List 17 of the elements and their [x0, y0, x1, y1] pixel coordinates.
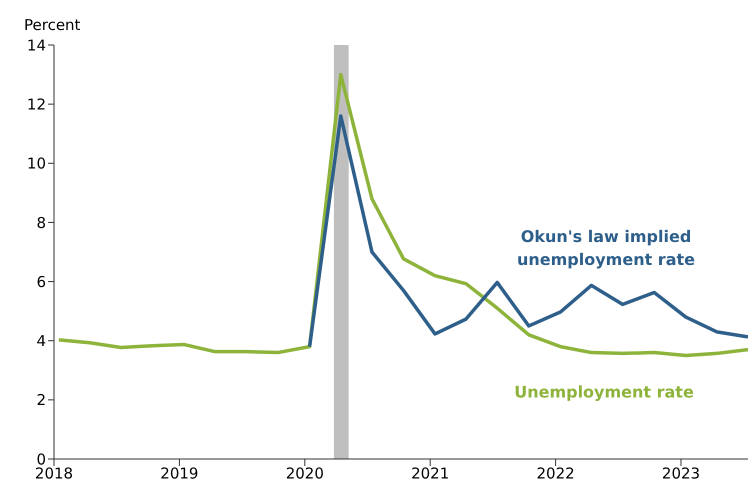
x-tick-label: 2023	[662, 464, 700, 483]
x-tick-label: 2021	[411, 464, 450, 483]
y-tick-label: 10	[26, 154, 46, 173]
y-tick-label: 2	[36, 391, 46, 410]
y-tick-label: 6	[36, 272, 46, 291]
x-tick-label: 2020	[286, 464, 324, 483]
y-tick-label: 4	[36, 332, 46, 350]
x-tick-label: 2022	[536, 464, 575, 483]
line-series	[308, 114, 748, 348]
x-tick-label: 2019	[160, 464, 198, 483]
series-label: Unemployment rate	[513, 382, 695, 404]
y-tick-label: 8	[36, 214, 46, 232]
y-tick-label: 14	[26, 36, 46, 54]
y-axis-title: Percent	[24, 16, 80, 34]
series-label: Okun's law implied unemployment rate	[516, 226, 696, 271]
y-tick-label: 12	[26, 95, 46, 114]
line-series	[57, 72, 748, 358]
